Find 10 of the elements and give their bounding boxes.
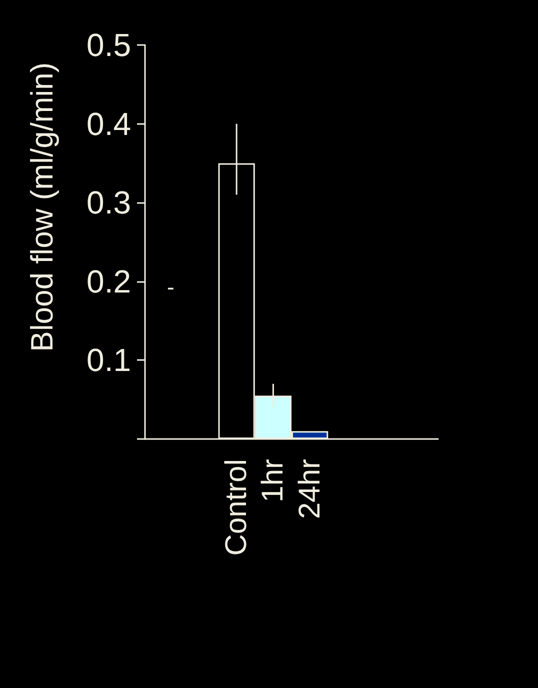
y-tick-label: 0.3 bbox=[86, 184, 131, 221]
y-tick-label: 0.2 bbox=[86, 263, 131, 300]
annotation: - bbox=[167, 274, 174, 300]
y-tick-label: 0.4 bbox=[86, 106, 131, 142]
y-axis-title: Blood flow (ml/g/min) bbox=[24, 62, 60, 352]
x-tick-label: 1hr bbox=[256, 458, 290, 502]
y-tick-label: 0.5 bbox=[86, 27, 131, 63]
x-tick-label: Control bbox=[220, 459, 254, 556]
x-tick-label: 24hr bbox=[293, 458, 326, 520]
y-tick-label: 0.1 bbox=[86, 342, 131, 378]
